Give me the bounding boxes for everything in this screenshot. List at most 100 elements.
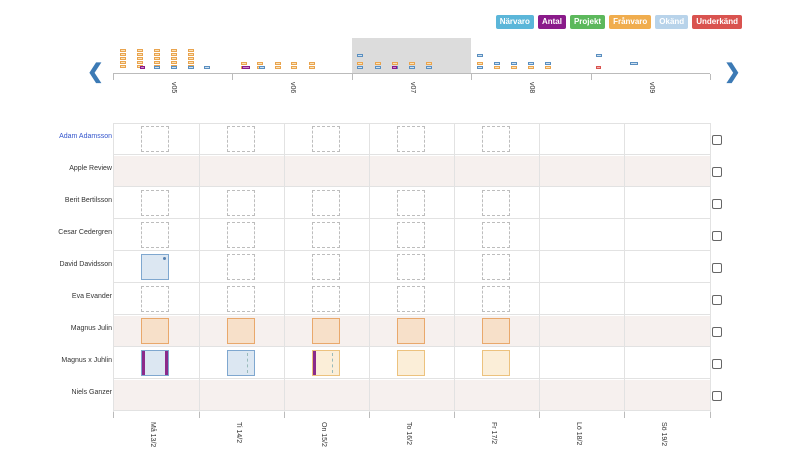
schedule-cell[interactable]: [482, 318, 510, 344]
overview-bar: [171, 61, 177, 64]
schedule-cell[interactable]: [312, 350, 340, 376]
week-tick: [113, 74, 114, 80]
overview-bar: [154, 57, 160, 60]
legend-item-okänd[interactable]: Okänd: [655, 15, 689, 29]
schedule-cell[interactable]: [312, 286, 340, 312]
grid-column-line: [113, 123, 114, 412]
overview-bar: [171, 66, 177, 69]
overview-bar: [154, 66, 160, 69]
day-tick: [710, 412, 711, 418]
week-overview: [113, 38, 710, 74]
schedule-cell[interactable]: [482, 350, 510, 376]
schedule-cell[interactable]: [482, 254, 510, 280]
overview-bar: [375, 62, 381, 65]
schedule-cell[interactable]: [397, 350, 425, 376]
schedule-cell[interactable]: [482, 190, 510, 216]
schedule-cell[interactable]: [482, 126, 510, 152]
prev-week-button[interactable]: ❮: [87, 61, 104, 83]
schedule-cell[interactable]: [397, 254, 425, 280]
legend-item-projekt[interactable]: Projekt: [569, 15, 606, 29]
row-checkbox[interactable]: [712, 391, 722, 401]
count-marker: [165, 351, 168, 375]
legend-item-frånvaro[interactable]: Frånvaro: [609, 15, 652, 29]
schedule-grid: [113, 123, 710, 411]
row-checkbox[interactable]: [712, 167, 722, 177]
schedule-cell[interactable]: [397, 286, 425, 312]
week-label-v08[interactable]: v08: [528, 82, 536, 94]
schedule-cell[interactable]: [312, 222, 340, 248]
overview-bar: [477, 62, 483, 65]
schedule-cell[interactable]: [141, 286, 169, 312]
person-name: Apple Review: [69, 165, 112, 172]
overview-bar: [120, 49, 126, 52]
row-david-davidsson: [113, 252, 710, 283]
legend-item-antal[interactable]: Antal: [537, 15, 566, 29]
row-checkbox[interactable]: [712, 199, 722, 209]
week-label-v05[interactable]: v05: [170, 82, 177, 94]
row-checkbox[interactable]: [712, 231, 722, 241]
schedule-cell[interactable]: [227, 222, 255, 248]
overview-bar: [511, 62, 517, 65]
schedule-cell[interactable]: [141, 126, 169, 152]
overview-bar: [291, 66, 297, 69]
schedule-cell[interactable]: [141, 190, 169, 216]
schedule-cell[interactable]: [397, 126, 425, 152]
overview-bar: [545, 66, 551, 69]
person-name: Berit Bertilsson: [64, 197, 112, 204]
overview-bar: [188, 61, 194, 64]
row-checkbox[interactable]: [712, 327, 722, 337]
schedule-cell[interactable]: [397, 190, 425, 216]
overview-bar: [528, 66, 534, 69]
schedule-cell[interactable]: [227, 350, 255, 376]
overview-bar: [154, 49, 160, 52]
schedule-cell[interactable]: [482, 286, 510, 312]
day-label: Må 13/2: [149, 422, 156, 448]
schedule-cell[interactable]: [227, 318, 255, 344]
schedule-cell[interactable]: [141, 254, 169, 280]
schedule-cell[interactable]: [227, 126, 255, 152]
week-label-v07[interactable]: v07: [408, 82, 416, 94]
day-label: To 16/2: [405, 422, 412, 445]
schedule-cell[interactable]: [141, 318, 169, 344]
day-label: Ti 14/2: [235, 422, 242, 444]
row-checkbox[interactable]: [712, 135, 722, 145]
legend-item-närvaro[interactable]: Närvaro: [495, 15, 534, 29]
overview-bar: [477, 54, 483, 57]
schedule-cell[interactable]: [397, 222, 425, 248]
overview-bar: [137, 61, 143, 64]
day-tick: [284, 412, 285, 418]
schedule-cell[interactable]: [397, 318, 425, 344]
grid-column-line: [199, 123, 200, 412]
overview-bar: [137, 53, 143, 56]
schedule-cell[interactable]: [141, 222, 169, 248]
overview-bar: [357, 62, 363, 65]
grid-column-line: [710, 123, 711, 412]
overview-bar: [120, 65, 126, 68]
overview-bar: [154, 53, 160, 56]
schedule-cell[interactable]: [312, 254, 340, 280]
week-label-v06[interactable]: v06: [289, 82, 297, 94]
divider-line: [247, 353, 248, 373]
person-link[interactable]: Adam Adamsson: [59, 133, 112, 140]
row-checkbox[interactable]: [712, 263, 722, 273]
count-marker: [313, 351, 316, 375]
week-label-v09[interactable]: v09: [647, 82, 655, 94]
schedule-cell[interactable]: [312, 318, 340, 344]
overview-bar: [545, 62, 551, 65]
overview-bar: [630, 62, 638, 65]
next-week-button[interactable]: ❯: [724, 61, 741, 83]
schedule-cell[interactable]: [312, 126, 340, 152]
schedule-cell[interactable]: [227, 286, 255, 312]
schedule-cell[interactable]: [312, 190, 340, 216]
row-checkbox[interactable]: [712, 359, 722, 369]
schedule-cell[interactable]: [141, 350, 169, 376]
row-magnus-x-juhlin: [113, 348, 710, 379]
legend-item-underkänd[interactable]: Underkänd: [692, 15, 742, 29]
row-checkbox[interactable]: [712, 295, 722, 305]
schedule-cell[interactable]: [227, 190, 255, 216]
schedule-cell[interactable]: [482, 222, 510, 248]
overview-bar: [494, 66, 500, 69]
schedule-cell[interactable]: [227, 254, 255, 280]
overview-bar: [409, 62, 415, 65]
day-label: Fr 17/2: [490, 422, 497, 445]
